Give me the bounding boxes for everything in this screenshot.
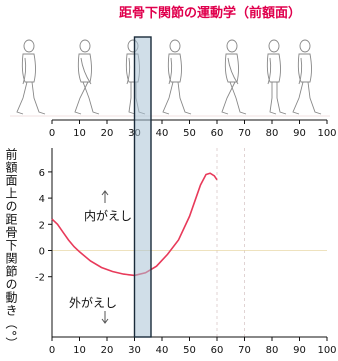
top-axis-tick-label: 60 [211,128,224,139]
y-axis-label: 前額面上の距骨下関節の動き（°） [4,148,18,350]
top-axis-tick-label: 20 [101,128,114,139]
walking-figure-icon [162,39,192,115]
y-axis-tick-label: 2 [39,220,45,231]
stance-highlight-band [133,36,152,338]
x-axis-tick-label: 60 [211,345,224,356]
x-axis-tick-label: 10 [73,345,86,356]
eversion-arrow-head [101,318,109,324]
walking-figure-icon [221,39,247,115]
x-axis-tick-label: 70 [238,345,251,356]
gait-figures [10,39,330,117]
top-axis-tick-label: 0 [49,128,55,139]
annotation-eversion: 外がえし [69,296,118,310]
walking-figure-icon [74,39,100,115]
x-axis-tick-label: 100 [317,345,336,356]
top-axis-tick-label: 10 [73,128,86,139]
inversion-arrow-head [101,190,109,196]
x-axis-tick-label: 30 [128,345,141,356]
chart-title: 距骨下関節の運動学（前額面） [118,6,301,21]
top-axis-tick-label: 80 [266,128,279,139]
y-axis-tick-label: -2 [35,273,45,284]
x-axis-tick-label: 50 [183,345,196,356]
top-axis-tick-label: 50 [183,128,196,139]
top-axis-tick-label: 100 [317,128,336,139]
top-axis-tick-label: 90 [293,128,306,139]
x-axis-tick-label: 90 [293,345,306,356]
y-axis-tick-label: 4 [39,194,45,205]
y-axis-tick-label: 6 [39,168,45,179]
x-axis-tick-label: 20 [101,345,114,356]
top-axis-tick-label: 40 [156,128,169,139]
x-axis-tick-label: 40 [156,345,169,356]
top-axis-tick-label: 70 [238,128,251,139]
annotation-inversion: 内がえし [84,209,133,223]
walking-figure-icon [292,39,322,115]
walking-figure-icon [16,39,46,115]
walking-figure-icon [266,39,287,115]
x-axis-tick-label: 80 [266,345,279,356]
x-axis-tick-label: 0 [49,345,55,356]
y-axis-tick-label: 0 [39,247,45,258]
